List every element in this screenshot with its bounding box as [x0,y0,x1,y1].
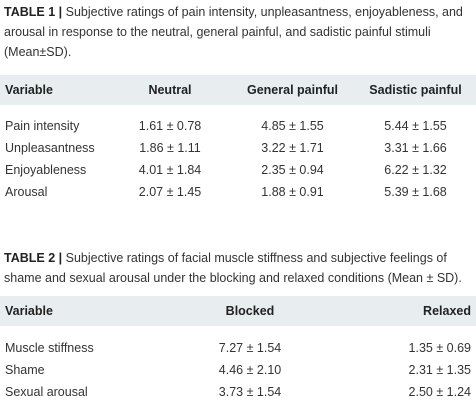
header-cell: Sadistic painful [355,75,476,105]
header-cell: General painful [230,75,355,105]
cell: Shame [5,363,45,377]
cell: 3.73 ± 1.54 [218,385,282,399]
cell: 4.46 ± 2.10 [218,363,282,377]
caption: TABLE 2 | Subjective ratings of facial m… [4,248,472,288]
header-cell: Variable [0,75,110,105]
row: Shame 4.46 ± 2.10 2.31 ± 1.35 [0,359,476,381]
cell: 3.31 ± 1.66 [384,141,447,155]
row: Enjoyableness 4.01 ± 1.84 2.35 ± 0.94 6.22 … [0,159,476,181]
header-row: Variable Neutral General painful Sadistic p… [0,75,476,105]
header-cell: Variable [0,296,170,326]
table: Variable Blocked Relaxed Muscle stiffness 7.… [0,296,476,403]
table-label: TABLE 1 | [4,5,63,19]
cell: Muscle stiffness [5,341,94,355]
spacer [0,105,476,115]
cell: 2.35 ± 0.94 [261,163,324,177]
cell: 1.35 ± 0.69 [408,341,471,355]
header-cell: Blocked [170,296,330,326]
cell: 3.22 ± 1.71 [261,141,324,155]
caption: TABLE 1 | Subjective ratings of pain int… [4,2,472,62]
header-row: Variable Blocked Relaxed [0,296,476,326]
row: Arousal 2.07 ± 1.45 1.88 ± 0.91 5.39 ± 1.68 [0,181,476,203]
cell: 7.27 ± 1.54 [218,341,282,355]
cell: 1.61 ± 0.78 [138,119,202,133]
table: Variable Neutral General painful Sadistic p… [0,75,476,203]
cell: 2.07 ± 1.45 [138,185,202,199]
caption-text: Subjective ratings of pain intensity, un… [4,5,463,59]
cell: Pain intensity [5,119,80,133]
cell: 4.85 ± 1.55 [261,119,324,133]
cell: Unpleasantness [5,141,95,155]
row: Sexual arousal 3.73 ± 1.54 2.50 ± 1.24 [0,381,476,403]
cell: 1.88 ± 0.91 [261,185,324,199]
cell: 4.01 ± 1.84 [138,163,202,177]
cell: 5.44 ± 1.55 [384,119,447,133]
cell: 2.50 ± 1.24 [408,385,471,399]
row: Pain intensity 1.61 ± 0.78 4.85 ± 1.55 5.44… [0,115,476,137]
row: Unpleasantness 1.86 ± 1.11 3.22 ± 1.71 3.31… [0,137,476,159]
table-label: TABLE 2 | [4,251,63,265]
cell: 6.22 ± 1.32 [384,163,447,177]
cell: Arousal [5,185,48,199]
cell: 1.86 ± 1.11 [139,141,201,155]
header-cell: Neutral [110,75,230,105]
row: Muscle stiffness 7.27 ± 1.54 1.35 ± 0.69 [0,337,476,359]
cell: 5.39 ± 1.68 [384,185,447,199]
cell: Sexual arousal [5,385,88,399]
header-cell: Relaxed [330,296,476,326]
spacer [0,326,476,337]
cell: 2.31 ± 1.35 [408,363,471,377]
caption-text: Subjective ratings of facial muscle stif… [4,251,462,285]
cell: Enjoyableness [5,163,87,177]
